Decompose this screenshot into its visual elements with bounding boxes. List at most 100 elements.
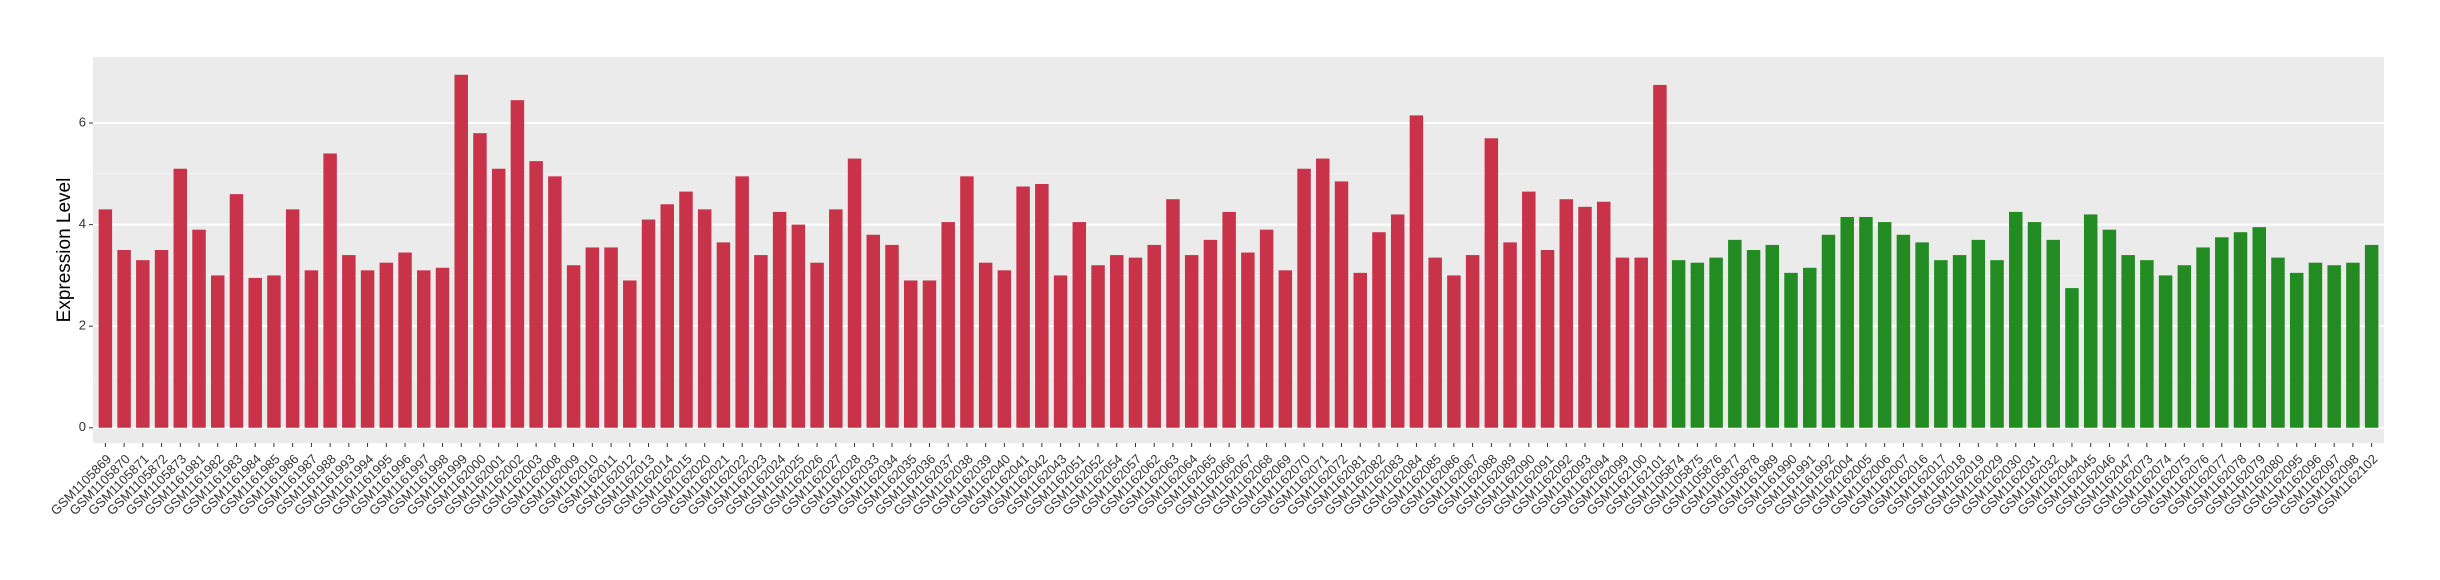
y-axis-title: Expression Level [54,178,75,323]
bar [229,194,244,428]
bar [1372,232,1386,428]
bar [1821,234,1836,428]
bar [1053,275,1068,428]
bar [1447,275,1461,428]
bar [679,191,693,428]
bar [1166,199,1180,428]
bar [1634,257,1648,428]
bar [1147,244,1161,428]
bar [716,242,731,428]
bar [1334,181,1349,428]
bar [885,244,899,428]
bar [1896,234,1911,428]
bar [1409,115,1424,428]
bar [1353,272,1367,428]
bar [2233,232,2248,428]
bar [1316,158,1330,428]
bar [1915,242,1929,428]
bar [1128,257,1143,428]
bar [1971,239,1986,428]
bar [585,247,600,428]
bar [192,229,206,428]
bar [1184,255,1199,428]
bar [960,176,974,428]
bar [454,74,468,428]
bar [772,211,787,428]
bar [810,262,824,428]
bar [1072,222,1087,428]
bar [791,224,806,428]
bar [2364,244,2379,428]
bar [1222,211,1236,428]
bar [1952,255,1967,428]
bar [1990,260,2004,428]
bar [903,280,918,428]
bar [829,209,843,428]
bar [623,280,637,428]
bar [491,168,506,428]
bar [2177,265,2192,428]
bar [641,219,656,428]
bar [285,209,300,428]
bar [1297,168,1311,428]
bar [754,255,768,428]
bar [2027,222,2042,428]
bar [1035,183,1049,428]
bar [1690,262,1705,428]
bar [360,270,375,428]
bar [2140,260,2154,428]
bar [323,153,337,428]
bar [267,275,281,428]
bar [2158,275,2173,428]
bar [978,262,993,428]
bar [1877,222,1892,428]
bar [1765,244,1780,428]
bar [210,275,225,428]
bar [435,267,450,428]
bar [2346,262,2360,428]
bar [1671,260,1686,428]
bar [997,270,1012,428]
bar [1503,242,1517,428]
bar [2271,257,2285,428]
bar [1465,255,1480,428]
y-tick-label: 4 [79,216,86,231]
bar [1559,199,1574,428]
bar [342,255,356,428]
bar [1784,272,1798,428]
bar [2065,288,2079,428]
bar [660,204,674,428]
bar [1615,257,1630,428]
bar [417,270,431,428]
bar [173,168,188,428]
bar [248,277,262,428]
bar [1241,252,1255,428]
bar [1110,255,1124,428]
bar [2308,262,2323,428]
bar [2327,265,2341,428]
bar [117,250,131,428]
bar [304,270,319,428]
bar [1091,265,1105,428]
y-tick-label: 2 [79,318,86,333]
bar [2102,229,2117,428]
bar [1709,257,1723,428]
bar [1803,267,1817,428]
bar [136,260,150,428]
bar [1522,191,1536,428]
bar [473,133,487,428]
bar [1203,239,1218,428]
bar [2083,214,2098,428]
bar [398,252,412,428]
bar [2289,272,2304,428]
bar [922,280,937,428]
bar [1484,138,1499,428]
bar [98,209,113,428]
bar [866,234,881,428]
bar [604,247,618,428]
bar [1540,250,1555,428]
bar [1016,186,1030,428]
bar [1653,84,1667,428]
